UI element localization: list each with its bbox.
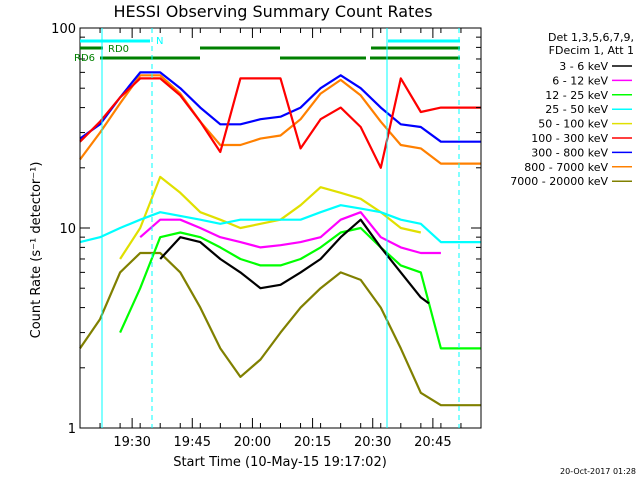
legend-label: 800 - 7000 keV (524, 161, 608, 174)
chart-title: HESSI Observing Summary Count Rates (113, 2, 432, 21)
legend-label: 6 - 12 keV (552, 74, 608, 87)
legend-label: 25 - 50 keV (545, 103, 608, 116)
legend-label: 12 - 25 keV (545, 89, 608, 102)
x-axis-label: Start Time (10-May-15 19:17:02) (173, 455, 387, 470)
x-tick-label: 20:00 (234, 435, 271, 450)
y-tick-label: 100 (51, 22, 76, 37)
x-tick-label: 19:30 (113, 435, 150, 450)
generated-timestamp: 20-Oct-2017 01:28 (560, 467, 636, 476)
series-line-8 (79, 74, 481, 165)
legend-label: 7000 - 20000 keV (510, 175, 608, 188)
series-line-6 (79, 77, 481, 169)
legend-label: 50 - 100 keV (538, 118, 608, 131)
legend-label: 100 - 300 keV (531, 132, 608, 145)
legend-header-line-2: FDecim 1, Att 1 (549, 44, 634, 57)
x-tick-label: 20:45 (414, 435, 451, 450)
x-tick-label: 19:45 (174, 435, 211, 450)
annotation-label-n: N (156, 36, 163, 47)
legend-header-line-1: Det 1,3,5,6,7,9, (548, 31, 634, 44)
series-line-4 (79, 204, 481, 244)
series-line-1 (159, 218, 430, 305)
legend-label: 300 - 800 keV (531, 146, 608, 159)
series-line-3 (119, 226, 481, 350)
series-line-5 (119, 175, 422, 260)
legend-label: 3 - 6 keV (559, 60, 608, 73)
series-line-7 (79, 71, 481, 143)
series-line-9 (79, 251, 481, 407)
y-tick-label: 10 (59, 222, 76, 237)
x-tick-label: 20:15 (294, 435, 331, 450)
annotation-label-rd0: RD0 (108, 44, 129, 55)
x-tick-label: 20:30 (354, 435, 391, 450)
y-tick-label: 1 (68, 422, 76, 437)
series-line-2 (139, 211, 441, 255)
y-axis-label: Count Rate (s⁻¹ detector⁻¹) (29, 162, 44, 339)
annotation-label-rd6: RD6 (74, 53, 95, 64)
